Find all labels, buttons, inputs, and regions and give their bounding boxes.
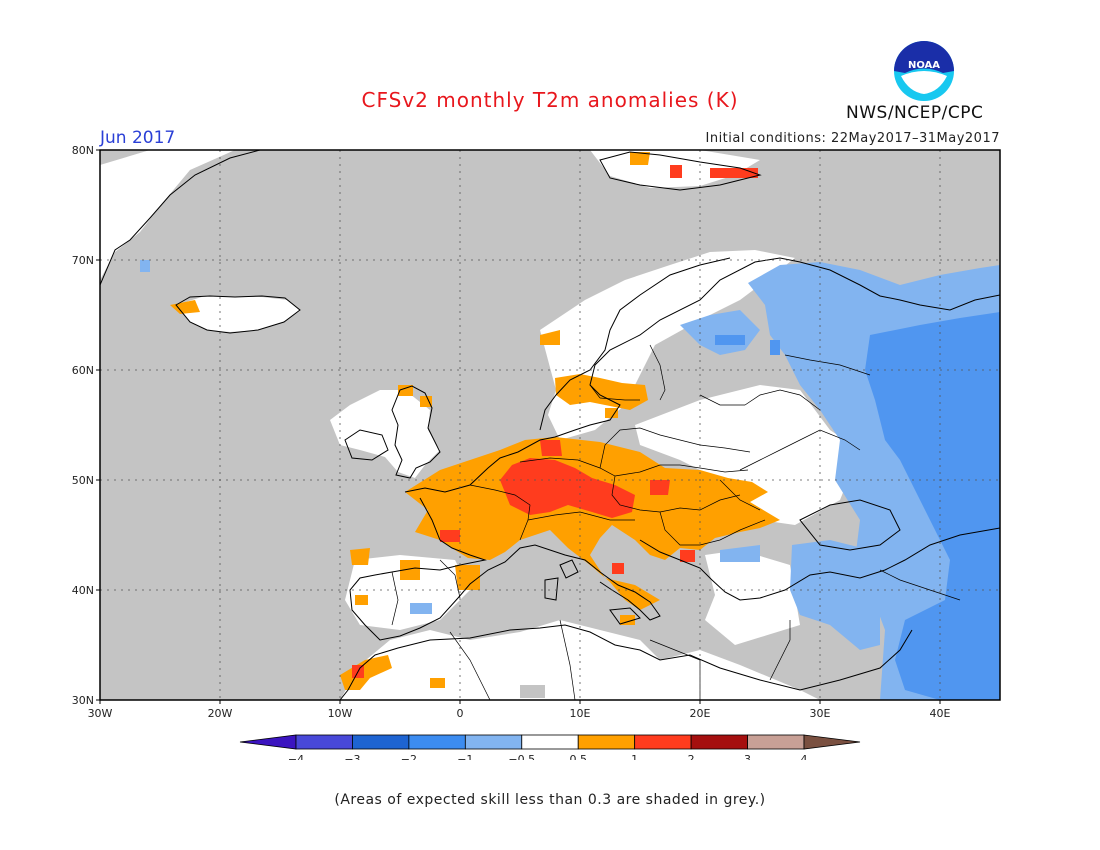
lon-tick-label: 10W	[328, 707, 353, 720]
forecast-month: Jun 2017	[100, 128, 176, 148]
legend-bin	[295, 734, 353, 750]
lon-tick-label: 20E	[690, 707, 711, 720]
initial-conditions: Initial conditions: 22May2017–31May2017	[705, 131, 1000, 146]
legend-tick-label: −0.5	[508, 753, 535, 760]
map-frame	[99, 149, 1001, 701]
organization-label: NWS/NCEP/CPC	[846, 103, 984, 123]
legend-tick-label: 0.5	[569, 753, 587, 760]
lat-tick-label: 30N	[72, 694, 94, 707]
legend-tick-label: 3	[744, 753, 751, 760]
legend-bin	[352, 734, 410, 750]
legend-bin	[690, 734, 748, 750]
blue-regions	[715, 312, 1000, 700]
lon-tick-label: 10E	[570, 707, 591, 720]
white-regions	[100, 150, 860, 700]
country-borders	[391, 344, 961, 700]
lat-tick-label: 60N	[72, 364, 94, 377]
skill-footnote: (Areas of expected skill less than 0.3 a…	[334, 792, 766, 808]
graticule	[100, 150, 1000, 700]
legend-tick-label: 4	[801, 753, 808, 760]
legend-tick-label: −2	[401, 753, 417, 760]
legend-bin	[634, 734, 692, 750]
svg-text:NOAA: NOAA	[908, 60, 940, 71]
noaa-logo-icon: NOAA	[894, 41, 954, 101]
legend-bin	[239, 734, 297, 750]
orange-regions	[170, 152, 780, 698]
lat-tick-label: 40N	[72, 584, 94, 597]
legend-tick-label: −3	[344, 753, 360, 760]
legend-tick-label: 1	[631, 753, 638, 760]
map-title: CFSv2 monthly T2m anomalies (K)	[361, 88, 739, 112]
lon-tick-label: 30W	[88, 707, 113, 720]
legend-bin	[464, 734, 523, 750]
lon-tick-label: 20W	[208, 707, 233, 720]
lat-tick-label: 80N	[72, 144, 94, 157]
legend-tick-label: −1	[457, 753, 473, 760]
legend-bin	[747, 734, 805, 750]
lat-tick-label: 70N	[72, 254, 94, 267]
legend-bin	[408, 734, 466, 750]
coastlines	[100, 150, 1000, 700]
legend-bin	[803, 734, 861, 750]
lon-tick-label: 40E	[930, 707, 951, 720]
lon-tick-label: 30E	[810, 707, 831, 720]
legend-bin	[577, 734, 636, 750]
legend-tick-label: −4	[288, 753, 304, 760]
red-regions	[352, 165, 758, 678]
lat-tick-label: 50N	[72, 474, 94, 487]
lon-tick-label: 0	[457, 707, 464, 720]
legend-bin	[521, 734, 579, 750]
legend-tick-label: 2	[688, 753, 695, 760]
color-legend: −4 −3 −2 −1 −0.5 0.5 1 2 3 4	[239, 734, 861, 760]
